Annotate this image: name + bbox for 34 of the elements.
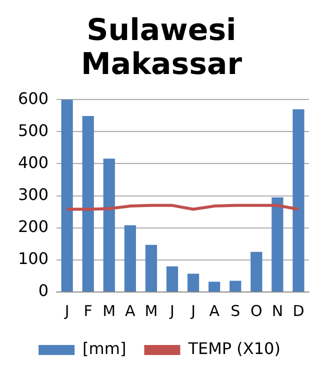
x-tick-label: F: [84, 302, 92, 320]
bar: [250, 252, 262, 292]
y-tick-label: 500: [18, 120, 49, 140]
bar: [230, 280, 242, 292]
bar: [124, 225, 136, 292]
bar: [103, 158, 115, 292]
bar: [272, 197, 284, 292]
legend-label: [mm]: [82, 339, 126, 358]
x-tick-label: A: [209, 302, 220, 320]
legend-label: TEMP (X10): [187, 339, 280, 358]
y-tick-label: 300: [18, 184, 49, 204]
y-tick-label: 600: [18, 88, 49, 108]
bar: [61, 100, 73, 292]
bar: [208, 282, 220, 292]
y-tick-label: 100: [18, 249, 49, 268]
bar: [82, 116, 94, 292]
x-tick-label: M: [102, 302, 116, 320]
x-tick-label: M: [144, 302, 158, 320]
bar: [292, 109, 304, 292]
chart-title: Sulawesi Makassar: [80, 13, 244, 82]
y-tick-label: 400: [18, 152, 49, 172]
bar: [166, 266, 178, 292]
x-tick-label: S: [230, 302, 240, 320]
y-tick-label: 200: [18, 217, 49, 236]
x-tick-label: O: [250, 302, 262, 320]
x-tick-label: D: [292, 302, 304, 320]
x-tick-label: A: [125, 302, 136, 320]
bar: [145, 244, 158, 292]
y-tick-label: 0: [38, 281, 49, 300]
bar: [187, 274, 200, 292]
x-tick-label: J: [64, 302, 70, 320]
x-tick-label: J: [169, 302, 174, 320]
x-tick-label: N: [272, 302, 284, 320]
x-tick-label: J: [190, 302, 196, 320]
